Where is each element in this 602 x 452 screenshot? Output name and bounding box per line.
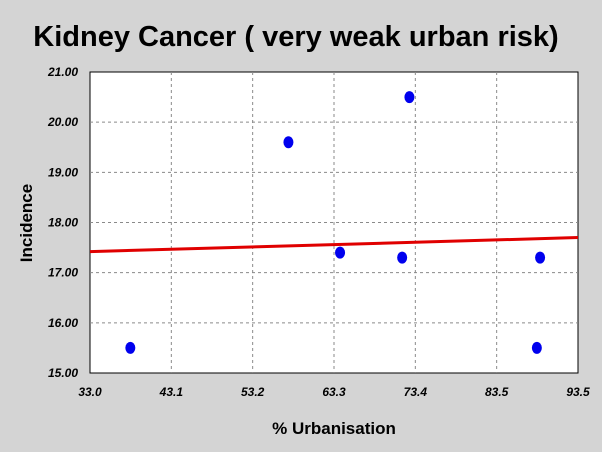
data-point [397, 251, 408, 264]
tick-labels: 33.0 43.1 53.2 63.3 73.4 83.5 93.5 15.00 16.00 17… [47, 65, 590, 399]
x-tick-label: 53.2 [241, 385, 265, 399]
data-point [283, 136, 294, 149]
y-tick-label: 19.00 [48, 165, 78, 179]
y-tick-label: 18.00 [48, 216, 78, 230]
chart-title: Kidney Cancer ( very weak urban risk) [33, 21, 558, 53]
x-tick-label: 43.1 [159, 385, 184, 399]
y-tick-label: 17.00 [48, 266, 78, 280]
trend-line [89, 236, 579, 254]
y-tick-label: 21.00 [47, 65, 78, 79]
x-axis-label: % Urbanisation [272, 419, 396, 438]
x-tick-label: 73.4 [404, 385, 428, 399]
x-tick-label: 63.3 [322, 385, 346, 399]
x-tick-label: 83.5 [485, 385, 509, 399]
data-point [125, 341, 136, 354]
data-point [531, 341, 542, 354]
y-tick-label: 15.00 [48, 366, 78, 380]
data-point [404, 91, 415, 104]
y-axis-label: Incidence [17, 184, 36, 262]
gridlines [90, 72, 578, 373]
x-tick-label: 33.0 [78, 385, 102, 399]
data-points [125, 91, 546, 354]
y-tick-label: 20.00 [47, 115, 78, 129]
data-point [335, 246, 346, 259]
y-tick-label: 16.00 [48, 316, 78, 330]
x-tick-label: 93.5 [566, 385, 590, 399]
data-point [535, 251, 546, 264]
